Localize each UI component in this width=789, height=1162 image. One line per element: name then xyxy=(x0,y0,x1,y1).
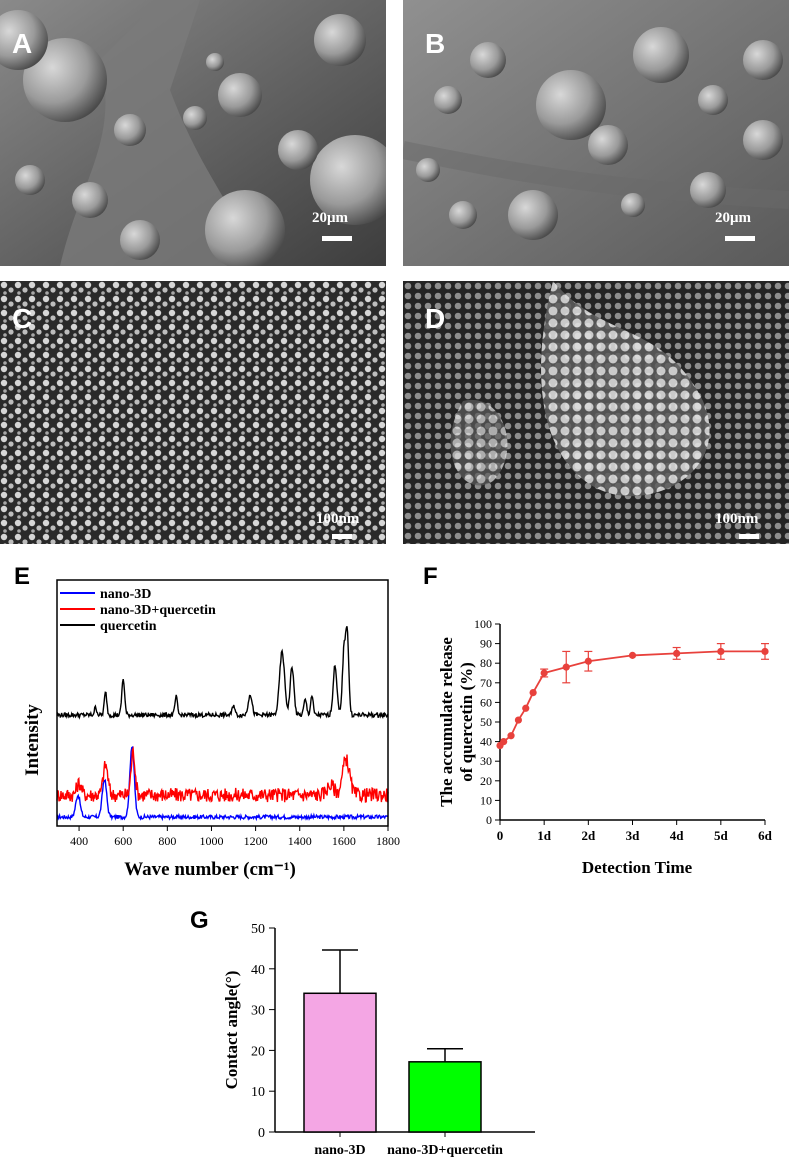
bar-nano-3d xyxy=(303,992,377,1133)
chart-f-y-axis-title: The accumulate releaseof quercetin (%) xyxy=(437,637,476,807)
panel-c-letter: C xyxy=(12,303,33,334)
x-tick-label-1400: 1400 xyxy=(288,834,312,848)
chart-e-frame xyxy=(56,579,389,827)
chart-e-axes: 400 600 800 1000 1200 1400 1600 1800 xyxy=(56,579,400,848)
y-tick-label-10: 10 xyxy=(480,793,492,807)
sem-texture-d xyxy=(403,281,789,544)
x-tick-label-2d: 2d xyxy=(581,828,596,843)
data-point-8 xyxy=(584,657,592,665)
panel-c-scale-bar xyxy=(332,534,352,539)
data-point-2 xyxy=(507,732,515,740)
chart-f-axes: 0 10 20 30 40 50 60 70 80 90 100 0 1d 2d 3d 4d 5d 6d xyxy=(474,617,773,843)
panel-d-scale-label: 100nm xyxy=(715,511,759,527)
y-tick-label-0: 0 xyxy=(258,1126,265,1141)
data-point-9 xyxy=(628,651,637,659)
sem-texture-a xyxy=(0,0,386,266)
y-tick-label-30: 30 xyxy=(251,1004,265,1019)
data-point-4 xyxy=(522,704,530,712)
y-tick-label-20: 20 xyxy=(480,774,492,788)
panel-c-scale-label: 100nm xyxy=(316,511,360,527)
panel-a-scale-label: 20μm xyxy=(312,210,348,226)
data-point-5 xyxy=(529,689,537,697)
sem-image-b: B 20μm xyxy=(403,0,789,266)
legend-label-2: quercetin xyxy=(100,619,157,634)
chart-f-plot xyxy=(496,642,769,750)
y-tick-label-100: 100 xyxy=(474,617,492,631)
raman-spectra-chart: 400 600 800 1000 1200 1400 1600 1800 nano-3Dnan… xyxy=(22,579,400,880)
chart-f-x-axis-title: Detection Time xyxy=(582,858,693,877)
legend-label-1: nano-3D+quercetin xyxy=(100,603,216,618)
y-tick-label-50: 50 xyxy=(251,922,265,937)
sem-image-a: A 20μm xyxy=(0,0,386,266)
chart-f-y-title-line-2: of quercetin (%) xyxy=(457,662,476,782)
series-line-nano-3d-quercetin xyxy=(56,745,389,804)
panel-b-scale-bar xyxy=(725,236,755,241)
x-tick-label-1: nano-3D+quercetin xyxy=(387,1143,503,1158)
series-line-quercetin xyxy=(56,626,389,720)
chart-g-y-axis-title: Contact angle(°) xyxy=(222,971,241,1090)
chart-e-x-axis-title: Wave number (cm⁻¹) xyxy=(124,859,296,880)
panel-d-scale-bar xyxy=(739,534,759,539)
panel-f-letter: F xyxy=(423,563,438,590)
data-point-6 xyxy=(540,669,548,677)
x-tick-label-1d: 1d xyxy=(537,828,552,843)
release-curve-chart: 0 10 20 30 40 50 60 70 80 90 100 0 1d 2d 3d 4d 5d 6d The … xyxy=(437,617,773,877)
data-point-1 xyxy=(500,738,508,746)
y-tick-label-70: 70 xyxy=(480,676,492,690)
y-tick-label-40: 40 xyxy=(251,963,265,978)
chart-e-plot xyxy=(56,626,389,822)
legend-label-0: nano-3D xyxy=(100,587,151,602)
x-tick-label-400: 400 xyxy=(70,834,88,848)
y-tick-label-60: 60 xyxy=(480,695,492,709)
x-tick-label-3d: 3d xyxy=(626,828,641,843)
data-point-10 xyxy=(673,649,681,657)
panel-a-scale-bar xyxy=(322,236,352,241)
x-tick-label-6d: 6d xyxy=(758,828,773,843)
data-point-12 xyxy=(761,647,769,656)
series-line-nano-3d xyxy=(56,746,389,822)
x-tick-label-4d: 4d xyxy=(670,828,685,843)
sem-image-c: C 100nm xyxy=(0,281,386,544)
y-tick-label-40: 40 xyxy=(480,735,492,749)
x-tick-label-0: 0 xyxy=(497,828,504,843)
chart-f-y-title-line-1: The accumulate release xyxy=(437,637,456,807)
panel-e-letter: E xyxy=(14,563,31,590)
x-tick-label-0: nano-3D xyxy=(314,1143,365,1158)
y-tick-label-10: 10 xyxy=(251,1085,265,1100)
release-line xyxy=(499,650,765,747)
x-tick-label-1000: 1000 xyxy=(199,834,223,848)
y-tick-label-90: 90 xyxy=(480,637,492,651)
panel-b-scale-label: 20μm xyxy=(715,210,751,226)
x-tick-label-1200: 1200 xyxy=(244,834,268,848)
y-tick-label-30: 30 xyxy=(480,754,492,768)
chart-e-y-axis-title: Intensity xyxy=(22,704,43,776)
chart-g-plot xyxy=(303,949,482,1133)
bar-nano-3d-quercetin xyxy=(408,1061,482,1133)
data-point-7 xyxy=(562,663,570,671)
y-tick-label-50: 50 xyxy=(480,715,492,729)
sem-texture-c xyxy=(0,281,386,544)
x-tick-label-1600: 1600 xyxy=(332,834,356,848)
y-tick-label-20: 20 xyxy=(251,1044,265,1059)
sem-image-d: D 100nm xyxy=(403,281,789,544)
x-tick-label-1800: 1800 xyxy=(376,834,400,848)
panel-g-letter: G xyxy=(190,907,209,934)
contact-angle-chart: 0 10 20 30 40 50 nano-3D nano-3D+quercetin Cont… xyxy=(222,922,535,1158)
x-tick-label-5d: 5d xyxy=(714,828,729,843)
panel-d-letter: D xyxy=(425,303,446,334)
data-point-3 xyxy=(514,716,523,724)
y-tick-label-80: 80 xyxy=(480,656,492,670)
chart-g-axes: 0 10 20 30 40 50 nano-3D nano-3D+quercetin xyxy=(251,922,535,1158)
sem-texture-b xyxy=(403,0,789,266)
x-tick-label-800: 800 xyxy=(158,834,176,848)
y-tick-label-0: 0 xyxy=(486,813,492,827)
x-tick-label-600: 600 xyxy=(114,834,132,848)
panel-a-letter: A xyxy=(12,28,33,59)
data-point-11 xyxy=(717,647,725,656)
panel-b-letter: B xyxy=(425,28,446,59)
